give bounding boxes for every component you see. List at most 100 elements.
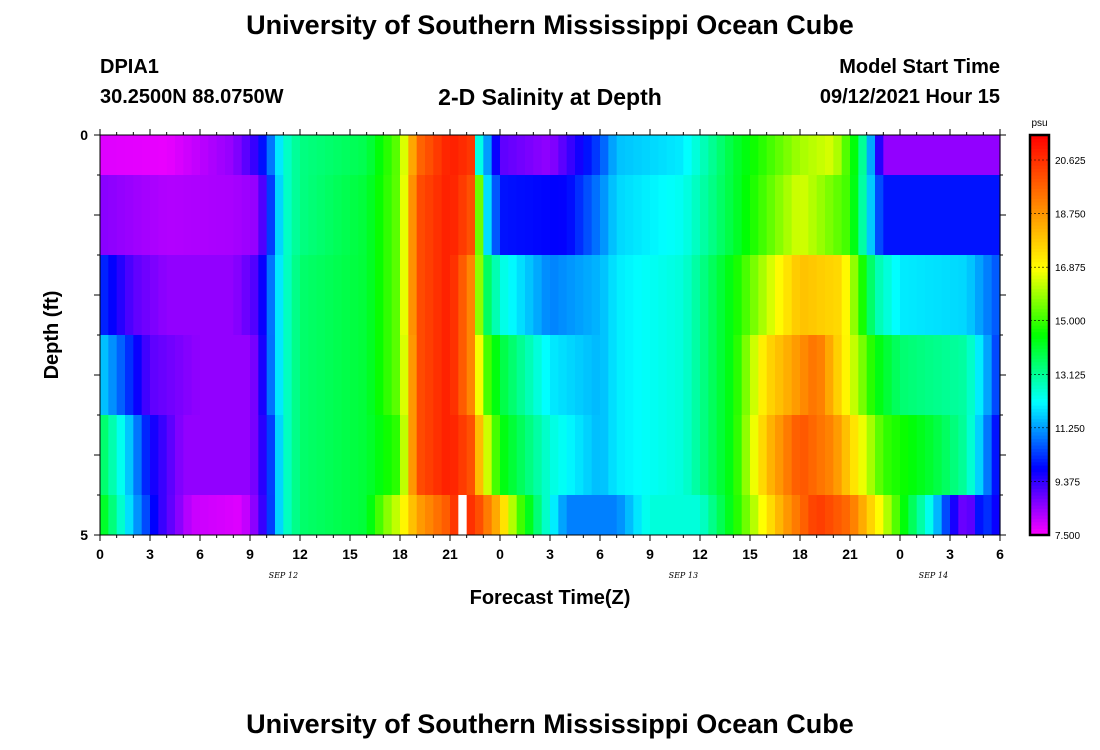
heatmap-cell xyxy=(483,335,493,416)
heatmap-cell xyxy=(266,335,276,416)
heatmap-cell xyxy=(450,135,459,176)
heatmap-cell xyxy=(533,335,543,416)
heatmap-cell xyxy=(308,495,318,536)
heatmap-cell xyxy=(625,335,634,416)
heatmap-cell xyxy=(383,495,393,536)
heatmap-cell xyxy=(966,255,976,336)
heatmap-cell xyxy=(700,255,709,336)
heatmap-cell xyxy=(575,255,584,336)
heatmap-cell xyxy=(283,415,293,496)
footer-title: University of Southern Mississippi Ocean… xyxy=(246,709,854,739)
heatmap-cell xyxy=(516,495,526,536)
heatmap-cell xyxy=(233,335,243,416)
heatmap-cells xyxy=(100,135,1001,536)
heatmap-cell xyxy=(550,415,559,496)
heatmap-cell xyxy=(308,335,318,416)
colorbar-segment xyxy=(1030,375,1049,379)
heatmap-cell xyxy=(425,175,434,256)
heatmap-cell xyxy=(808,175,818,256)
heatmap-cell xyxy=(375,415,384,496)
heatmap-cell xyxy=(608,255,618,336)
heatmap-cell xyxy=(675,175,684,256)
colorbar-segment xyxy=(1030,261,1049,266)
heatmap-cell xyxy=(541,175,551,256)
heatmap-cell xyxy=(950,175,959,256)
heatmap-cell xyxy=(833,175,843,256)
heatmap-cell xyxy=(333,415,343,496)
heatmap-cell xyxy=(950,495,959,536)
heatmap-cell xyxy=(258,415,268,496)
heatmap-cell xyxy=(408,255,418,336)
heatmap-cell xyxy=(441,255,451,336)
heatmap-cell xyxy=(608,175,618,256)
heatmap-cell xyxy=(958,135,968,176)
heatmap-cell xyxy=(158,415,168,496)
x-tick-label: 12 xyxy=(292,546,308,562)
colorbar-tick-label: 7.500 xyxy=(1055,531,1080,542)
heatmap-cell xyxy=(433,495,443,536)
heatmap-cell xyxy=(525,495,534,536)
heatmap-cell xyxy=(341,415,351,496)
heatmap-cell xyxy=(808,255,818,336)
heatmap-cell xyxy=(116,135,126,176)
heatmap-cell xyxy=(191,175,201,256)
heatmap-cell xyxy=(491,335,501,416)
heatmap-cell xyxy=(108,135,118,176)
heatmap-cell xyxy=(250,175,259,256)
heatmap-cell xyxy=(141,255,151,336)
heatmap-cell xyxy=(983,415,993,496)
y-tick-label: 0 xyxy=(80,127,88,143)
heatmap-cell xyxy=(708,335,718,416)
heatmap-cell xyxy=(366,175,376,256)
heatmap-cell xyxy=(766,335,776,416)
heatmap-cell xyxy=(800,495,809,536)
heatmap-cell xyxy=(191,335,201,416)
colorbar-segment xyxy=(1030,531,1049,536)
heatmap-cell xyxy=(841,175,851,256)
heatmap-cell xyxy=(583,175,593,256)
colorbar-segment xyxy=(1030,301,1049,306)
heatmap-cell xyxy=(516,135,526,176)
colorbar-segment xyxy=(1030,421,1049,426)
heatmap-cell xyxy=(508,495,518,536)
heatmap-cell xyxy=(900,335,909,416)
heatmap-cell xyxy=(841,255,851,336)
heatmap-cell xyxy=(850,175,859,256)
heatmap-cell xyxy=(733,175,743,256)
colorbar-segment xyxy=(1030,251,1049,256)
heatmap-cell xyxy=(750,135,759,176)
heatmap-cell xyxy=(425,495,434,536)
heatmap-cell xyxy=(375,135,384,176)
heatmap-cell xyxy=(466,495,476,536)
colorbar-segment xyxy=(1030,521,1049,526)
heatmap-cell xyxy=(275,335,284,416)
heatmap-cell xyxy=(741,335,751,416)
colorbar-segment xyxy=(1030,208,1049,213)
heatmap-cell xyxy=(333,175,343,256)
heatmap-cell xyxy=(233,135,243,176)
heatmap-cell xyxy=(266,495,276,536)
heatmap-cell xyxy=(300,495,309,536)
heatmap-cell xyxy=(308,415,318,496)
colorbar-segment xyxy=(1030,278,1049,283)
heatmap-cell xyxy=(175,175,184,256)
heatmap-cell xyxy=(883,415,893,496)
heatmap-cell xyxy=(891,335,901,416)
heatmap-cell xyxy=(358,335,368,416)
heatmap-cell xyxy=(633,135,643,176)
heatmap-cell xyxy=(900,415,909,496)
heatmap-cell xyxy=(550,495,559,536)
heatmap-cell xyxy=(450,335,459,416)
heatmap-cell xyxy=(483,415,493,496)
heatmap-cell xyxy=(658,415,668,496)
heatmap-cell xyxy=(250,415,259,496)
heatmap-cell xyxy=(875,495,884,536)
heatmap-cell xyxy=(950,335,959,416)
plot-title: 2-D Salinity at Depth xyxy=(438,84,662,110)
heatmap-cell xyxy=(208,335,218,416)
heatmap-cell xyxy=(250,135,259,176)
heatmap-cell xyxy=(858,135,868,176)
heatmap-cell xyxy=(216,255,226,336)
colorbar-segment xyxy=(1030,458,1049,463)
heatmap-cell xyxy=(983,495,993,536)
